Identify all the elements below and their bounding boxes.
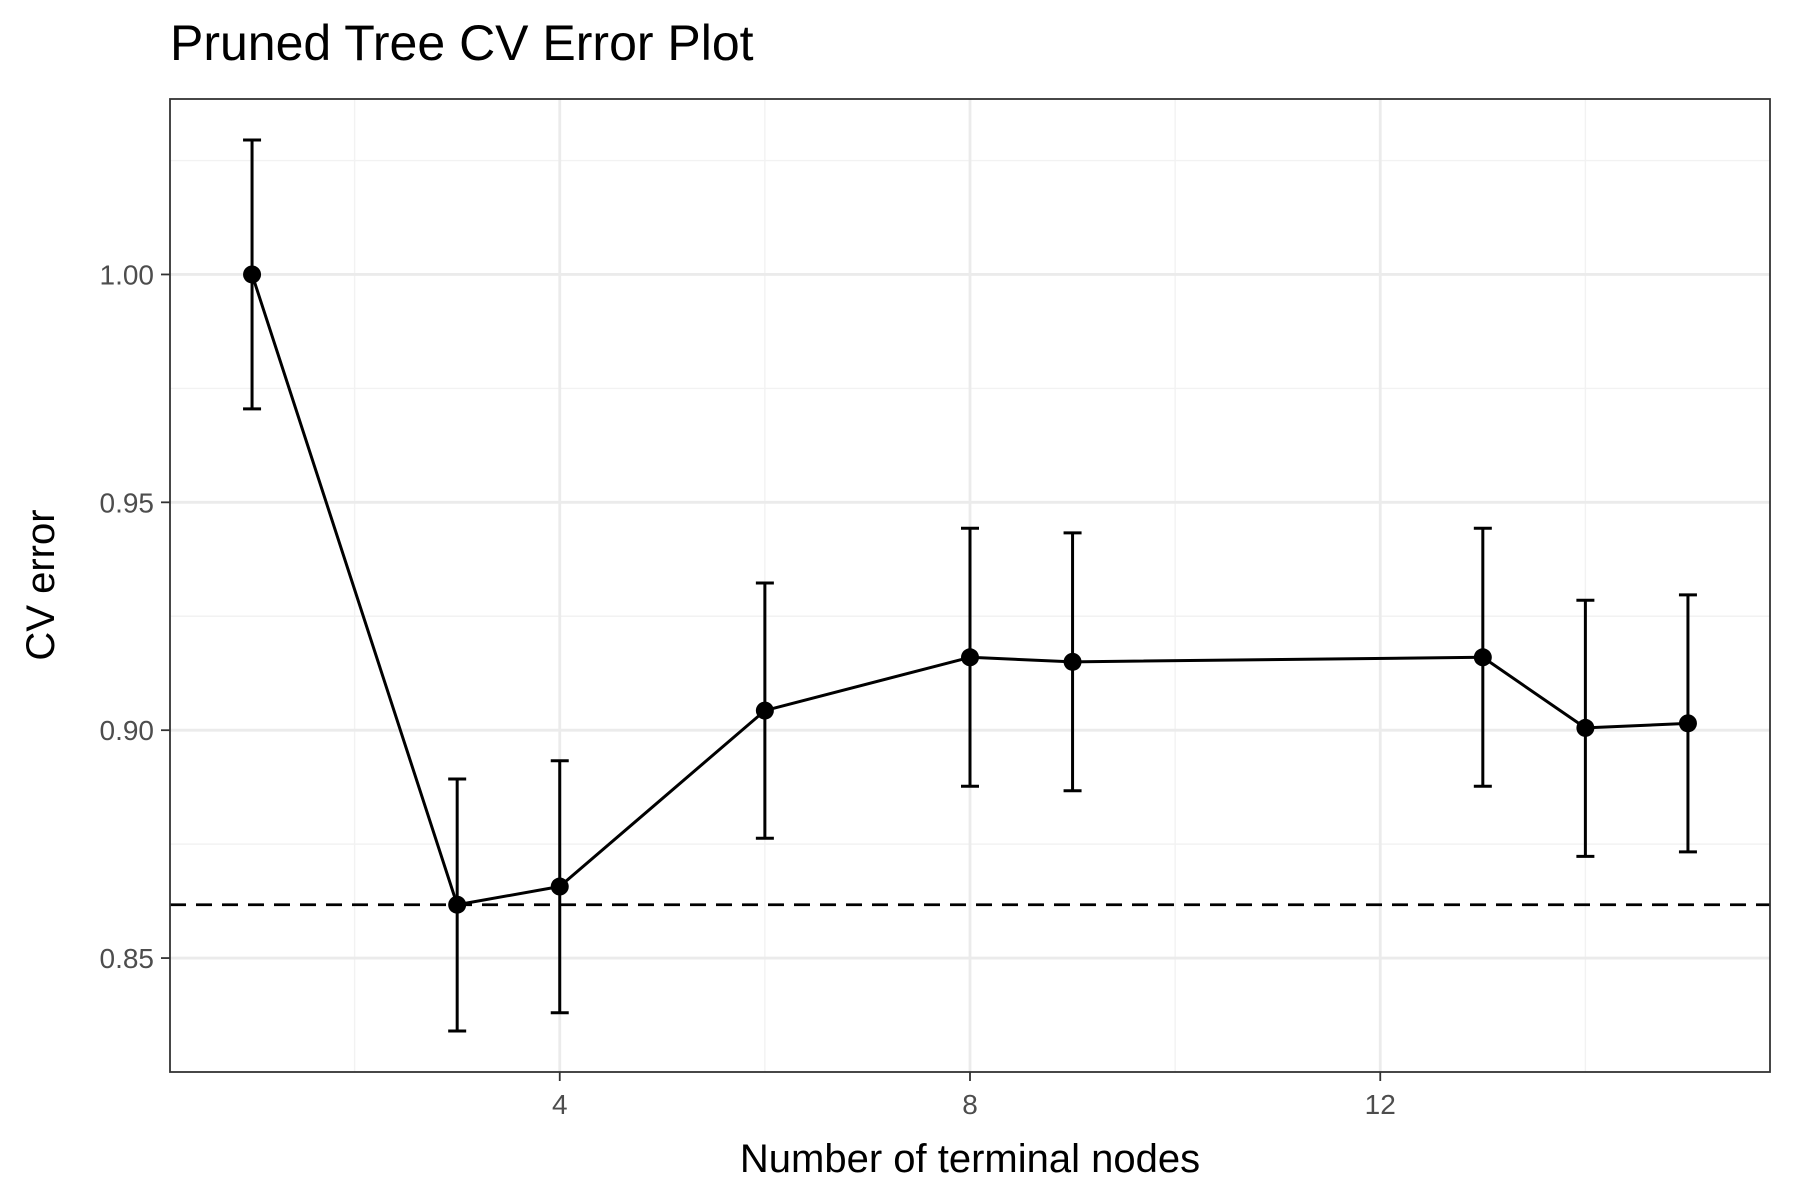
data-point <box>448 895 467 914</box>
data-point <box>550 877 569 896</box>
data-point <box>1063 652 1082 671</box>
y-tick-label: 0.85 <box>100 943 155 974</box>
y-tick-label: 0.90 <box>100 715 155 746</box>
x-tick-label: 4 <box>552 1089 568 1120</box>
x-axis-title: Number of terminal nodes <box>740 1137 1200 1181</box>
chart-title: Pruned Tree CV Error Plot <box>170 15 754 71</box>
data-point <box>755 701 774 720</box>
y-tick-label: 1.00 <box>100 259 155 290</box>
data-point <box>243 265 262 284</box>
data-point <box>961 648 979 667</box>
data-point <box>1678 714 1697 733</box>
series-layer <box>243 138 1697 1033</box>
data-point <box>1473 648 1492 667</box>
data-point <box>1576 718 1595 737</box>
x-axis-ticks: 4 8 12 <box>552 1072 1396 1120</box>
x-tick-label: 12 <box>1365 1089 1396 1120</box>
y-tick-label: 0.95 <box>100 487 155 518</box>
y-axis-ticks: 0.85 0.90 0.95 1.00 <box>100 259 170 974</box>
x-tick-label: 8 <box>962 1089 978 1120</box>
y-axis-title: CV error <box>19 509 63 660</box>
